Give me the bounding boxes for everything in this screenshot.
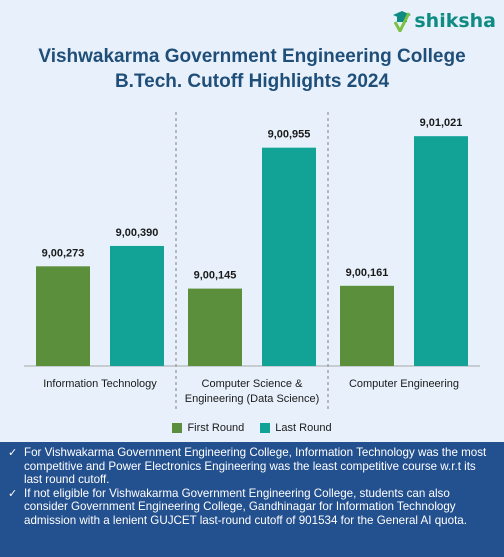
note-text: For Vishwakarma Government Engineering C… (24, 446, 487, 486)
category-label: Computer Science & (202, 378, 304, 390)
bar-first-round (340, 285, 394, 366)
note-text: If not eligible for Vishwakarma Governme… (24, 486, 467, 527)
title-line-2: B.Tech. Cutoff Highlights 2024 (114, 71, 390, 92)
legend: First Round Last Round (0, 422, 504, 434)
legend-label-first-round: First Round (187, 422, 245, 434)
bar-value-label: 9,00,145 (194, 270, 237, 282)
note-item: ✓ If not eligible for Vishwakarma Govern… (8, 487, 496, 528)
bar-value-label: 9,00,955 (268, 129, 311, 141)
chart-title: Vishwakarma Government Engineering Colle… (0, 44, 504, 94)
bar-first-round (188, 288, 242, 366)
bar-first-round (36, 266, 90, 366)
bar-last-round (414, 136, 468, 366)
legend-swatch-first-round (172, 423, 183, 433)
bar-value-label: 9,00,390 (116, 227, 159, 239)
bar-value-label: 9,01,021 (420, 117, 463, 129)
category-label: Information Technology (43, 378, 157, 390)
note-item: ✓ For Vishwakarma Government Engineering… (8, 446, 496, 487)
legend-item-last-round: Last Round (260, 422, 332, 434)
legend-label-last-round: Last Round (275, 422, 332, 434)
legend-swatch-last-round (260, 423, 271, 433)
shiksha-logo: shiksha (392, 10, 496, 32)
bar-last-round (110, 245, 164, 366)
logo-text: shiksha (414, 10, 496, 32)
graduation-cap-icon (393, 11, 412, 32)
notes-panel: ✓ For Vishwakarma Government Engineering… (0, 442, 504, 557)
bar-last-round (262, 147, 316, 366)
legend-item-first-round: First Round (172, 422, 244, 434)
bar-value-label: 9,00,273 (42, 247, 85, 259)
check-icon: ✓ (8, 446, 18, 459)
check-icon: ✓ (8, 486, 18, 500)
category-label: Engineering (Data Science) (185, 393, 320, 405)
title-line-1: Vishwakarma Government Engineering Colle… (38, 46, 466, 67)
bar-chart: 9,00,273 9,00,145 9,00,161 9,00,390 9,00,955… (24, 112, 480, 410)
bar-value-label: 9,00,161 (346, 267, 389, 279)
category-label: Computer Engineering (349, 378, 459, 390)
